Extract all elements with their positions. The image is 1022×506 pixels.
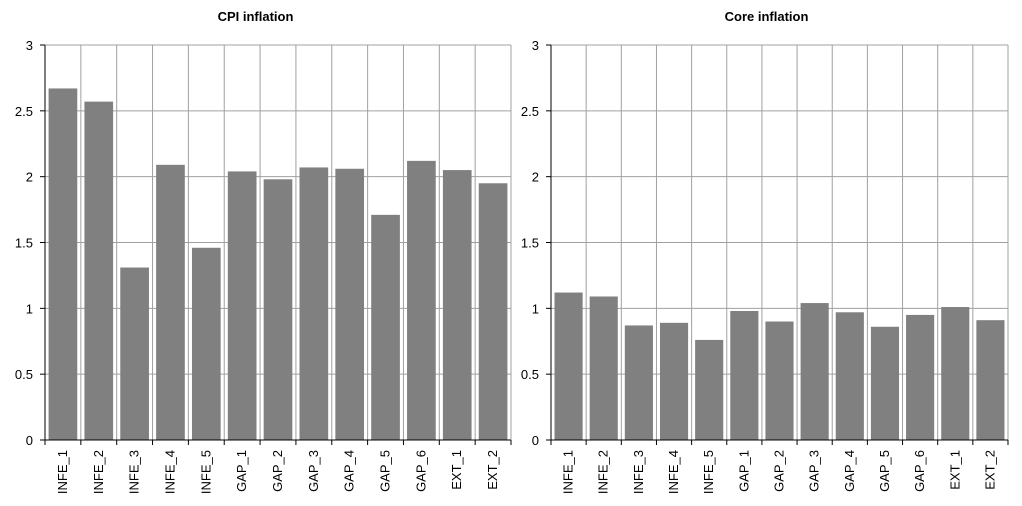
bar-infe-5 [695, 339, 724, 440]
cpi-inflation-plot: 0 0.5 1 1.5 2 2.5 3 INFE_1 INFE_2 INFE_3 INFE_4 INF… [15, 38, 512, 494]
x-tick-label: INFE_1 [55, 450, 70, 494]
x-tick-label: INFE_5 [198, 450, 213, 494]
y-tick-label: 1.5 [521, 236, 539, 251]
bar-gap-5 [870, 326, 900, 440]
y-tick-label: 0.5 [15, 367, 33, 382]
cpi-inflation-chart: CPI inflation 0 0.5 1 1.5 2 2.5 3 INFE_1 INFE_2 I… [15, 9, 512, 494]
x-tick-label: GAP_1 [736, 450, 751, 492]
y-tick-label: 1 [532, 301, 539, 316]
y-tick-label: 0.5 [521, 367, 539, 382]
x-tick-label: GAP_5 [877, 450, 892, 492]
y-tick-label: 0 [532, 433, 539, 448]
bar-gap-4 [835, 312, 864, 440]
bar-infe-2 [84, 101, 114, 440]
bar-infe-3 [624, 325, 653, 440]
bar-infe-4 [659, 322, 689, 440]
x-tick-label: EXT_2 [485, 450, 500, 490]
y-tick-label: 2.5 [15, 104, 33, 119]
bar-infe-5 [191, 247, 221, 440]
y-tick-label: 3 [532, 38, 539, 53]
bar-gap-1 [227, 171, 257, 440]
bar-ext-2 [478, 183, 508, 440]
x-tick-label: INFE_3 [127, 450, 142, 494]
x-tick-label: GAP_2 [772, 450, 787, 492]
bar-infe-1 [48, 88, 78, 440]
x-tick-label: INFE_2 [91, 450, 106, 494]
x-tick-label: GAP_3 [306, 450, 321, 492]
x-tick-label: GAP_4 [842, 450, 857, 492]
x-tick-label: GAP_1 [234, 450, 249, 492]
x-tick-label: EXT_1 [947, 450, 962, 490]
y-tick-label: 0 [26, 433, 33, 448]
bar-infe-2 [589, 296, 618, 440]
x-tick-label: GAP_5 [378, 450, 393, 492]
bar-gap-1 [730, 310, 759, 440]
bar-gap-3 [800, 303, 829, 440]
bar-gap-6 [407, 160, 436, 440]
x-tick-label: INFE_4 [162, 450, 177, 494]
bar-gap-3 [299, 167, 329, 440]
bar-gap-4 [335, 168, 365, 440]
y-tick-label: 2.5 [521, 104, 539, 119]
y-tick-label: 1.5 [15, 236, 33, 251]
y-tick-label: 2 [532, 170, 539, 185]
chart-title: Core inflation [724, 9, 809, 24]
x-tick-label: GAP_6 [912, 450, 927, 492]
bar-ext-1 [442, 170, 472, 441]
core-inflation-chart: Core inflation 0 0.5 1 1.5 2 2.5 3 INFE_1 INFE_2… [511, 0, 1022, 506]
bar-infe-4 [156, 164, 185, 441]
bar-ext-2 [976, 320, 1005, 440]
x-tick-label: GAP_6 [413, 450, 428, 492]
x-tick-label: INFE_1 [561, 450, 576, 494]
y-tick-label: 3 [26, 38, 33, 53]
x-tick-label: INFE_5 [701, 450, 716, 494]
x-tick-label: GAP_2 [270, 450, 285, 492]
y-tick-label: 2 [26, 170, 33, 185]
x-tick-label: EXT_2 [982, 450, 997, 490]
bar-gap-5 [371, 214, 400, 440]
bar-ext-1 [941, 307, 970, 440]
chart-title: CPI inflation [217, 9, 294, 24]
core-inflation-plot: 0 0.5 1 1.5 2 2.5 3 INFE_1 INFE_2 INFE_3 INFE_4 INF… [521, 38, 1009, 494]
bar-gap-6 [906, 314, 935, 440]
x-tick-label: GAP_4 [342, 450, 357, 492]
bar-gap-2 [765, 321, 794, 440]
bar-infe-3 [120, 267, 149, 440]
bar-gap-2 [263, 179, 293, 441]
x-tick-label: INFE_3 [631, 450, 646, 494]
x-tick-label: INFE_4 [666, 450, 681, 494]
x-tick-label: GAP_3 [807, 450, 822, 492]
y-tick-label: 1 [26, 301, 33, 316]
bar-infe-1 [554, 292, 583, 440]
x-tick-label: EXT_1 [449, 450, 464, 490]
x-tick-label: INFE_2 [596, 450, 611, 494]
